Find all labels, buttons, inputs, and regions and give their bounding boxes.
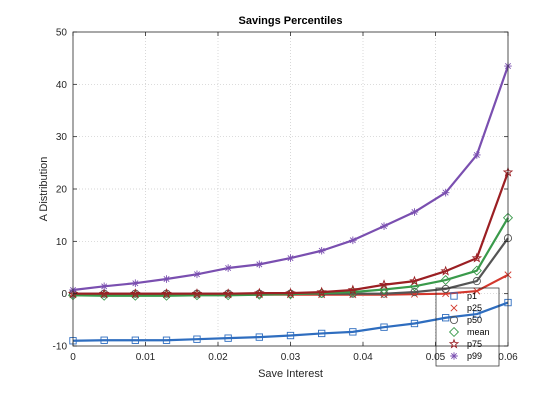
x-axis-label: Save Interest <box>258 368 323 380</box>
series-p1 <box>69 298 512 345</box>
x-tick-label: 0.06 <box>498 352 518 363</box>
x-tick-label: 0.04 <box>353 352 373 363</box>
legend-label: p50 <box>467 315 482 325</box>
data-point-p75 <box>347 284 359 295</box>
legend-marker-p50 <box>449 315 459 325</box>
data-point-p1 <box>473 310 481 318</box>
y-tick-label: -10 <box>53 342 68 353</box>
data-point-p99 <box>349 236 357 245</box>
data-point-p75 <box>378 279 390 290</box>
data-point-p1 <box>442 314 450 322</box>
data-point-p75 <box>254 287 265 298</box>
legend-marker-p25 <box>450 304 458 312</box>
data-point-p75 <box>471 252 483 263</box>
series-p75 <box>67 166 514 299</box>
x-tick-label: 0.01 <box>136 352 156 363</box>
data-point-p75 <box>222 288 234 299</box>
data-point-p99 <box>131 279 140 287</box>
data-point-p50 <box>410 288 419 297</box>
y-tick-label: 40 <box>56 80 68 91</box>
data-point-p99 <box>380 222 388 230</box>
data-point-p1 <box>100 336 108 344</box>
data-point-mean <box>471 265 482 276</box>
data-point-p75 <box>409 275 420 286</box>
data-point-p99 <box>410 208 419 216</box>
x-tick-label: 0.03 <box>281 352 301 363</box>
data-point-p1 <box>162 336 171 344</box>
data-point-p75 <box>285 287 296 298</box>
data-point-p1 <box>224 334 232 342</box>
data-point-p1 <box>193 335 201 343</box>
data-point-p50 <box>472 277 481 286</box>
data-point-p1 <box>349 328 357 336</box>
data-point-p75 <box>130 288 141 299</box>
y-tick-label: 30 <box>56 132 68 143</box>
x-tick-label: 0.02 <box>208 352 228 363</box>
data-point-p99 <box>100 282 108 291</box>
data-point-p99 <box>224 264 232 272</box>
legend-box <box>435 287 500 367</box>
legend-marker-mean <box>448 326 460 338</box>
data-point-p99 <box>255 260 264 269</box>
y-axis-label: A Distribution <box>38 157 50 222</box>
data-point-p99 <box>162 275 171 283</box>
data-point-mean <box>440 275 451 286</box>
data-point-p99 <box>286 254 295 262</box>
series-line-p75 <box>73 171 510 295</box>
legend-label: p1 <box>467 291 477 301</box>
data-point-p50 <box>441 284 450 294</box>
series-p99 <box>69 62 512 294</box>
x-tick-label: 0 <box>70 352 76 363</box>
series-layer <box>67 62 514 345</box>
data-point-p25 <box>473 287 481 295</box>
data-point-p75 <box>161 288 172 299</box>
legend-label: p99 <box>467 351 482 361</box>
legend-marker-p75 <box>448 338 460 349</box>
y-tick-label: 50 <box>56 28 68 39</box>
legend-label: p75 <box>467 339 482 349</box>
legend-marker-p99 <box>450 352 458 360</box>
data-point-p99 <box>441 188 450 197</box>
y-tick-label: 0 <box>61 289 67 300</box>
data-point-p1 <box>255 333 263 341</box>
series-line-p1 <box>72 301 509 342</box>
legend: p1 p25 p50 mean p75 p99 <box>435 287 500 367</box>
data-point-p1 <box>380 323 388 331</box>
y-tick-label: 20 <box>56 185 68 196</box>
chart-title: Savings Percentiles <box>239 15 343 27</box>
legend-label: p25 <box>467 303 482 313</box>
legend-label: mean <box>467 327 490 337</box>
data-point-p1 <box>286 331 295 340</box>
data-point-p1 <box>131 336 139 344</box>
data-point-p75 <box>98 288 110 299</box>
data-point-p1 <box>318 329 326 338</box>
legend-marker-p1 <box>450 292 458 300</box>
data-point-p75 <box>316 286 327 297</box>
data-point-p75 <box>440 265 451 276</box>
y-tick-label: 10 <box>56 237 68 248</box>
data-point-p1 <box>410 319 419 328</box>
data-point-mean <box>378 284 390 295</box>
data-point-p99 <box>473 151 481 159</box>
data-point-p99 <box>317 246 326 255</box>
data-point-p75 <box>191 288 203 299</box>
data-point-p99 <box>193 270 201 279</box>
